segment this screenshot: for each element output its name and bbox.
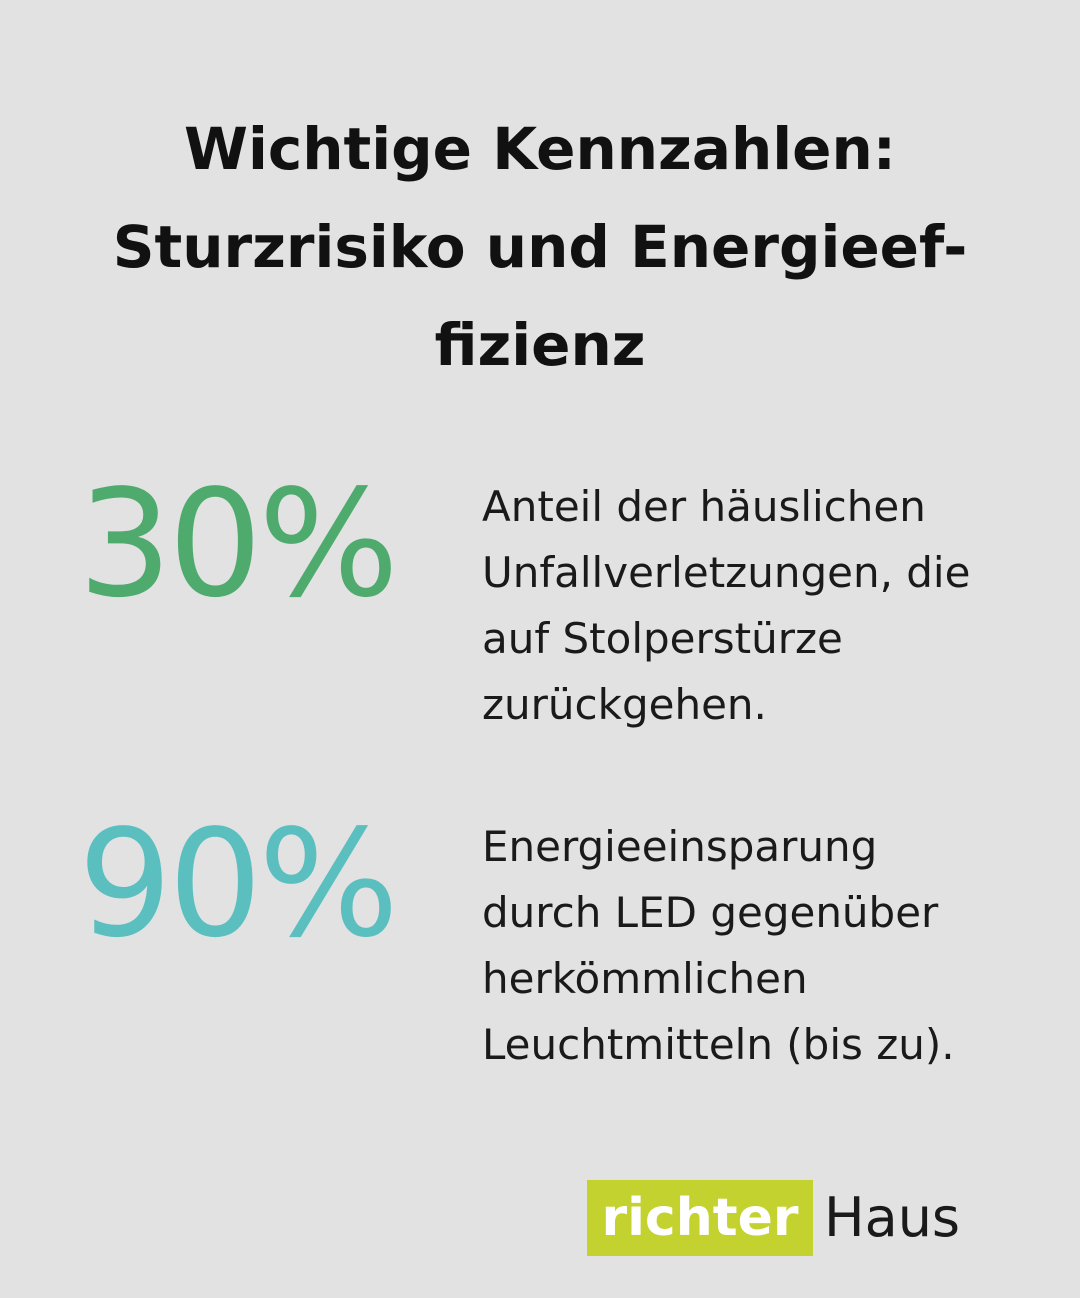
description-line: Leuchtmitteln (bis zu).	[482, 1020, 955, 1069]
stat-description: Anteil der häuslichen Unfallverletzungen,…	[482, 474, 970, 738]
stat-figure: 30%	[78, 458, 399, 630]
description-line: herkömmlichen	[482, 954, 808, 1003]
description-line: zurückgehen.	[482, 680, 767, 729]
title-line: Sturzrisiko und Energieef-	[112, 213, 968, 281]
title: Wichtige Kennzahlen: Sturzrisiko und Ener…	[0, 100, 1080, 394]
title-line: Wichtige Kennzahlen:	[184, 115, 896, 183]
stat-description: Energieeinsparung durch LED gegenüber herk…	[482, 814, 955, 1078]
stat-figure: 90%	[78, 798, 399, 970]
description-line: Anteil der häuslichen	[482, 482, 926, 531]
description-line: Unfallverletzungen, die	[482, 548, 971, 597]
description-line: durch LED gegenüber	[482, 888, 939, 937]
logo-brand: richter	[587, 1180, 813, 1256]
title-line: fizienz	[434, 311, 646, 379]
description-line: auf Stolperstürze	[482, 614, 843, 663]
description-line: Energieeinsparung	[482, 822, 878, 871]
logo-suffix: Haus	[824, 1186, 961, 1249]
